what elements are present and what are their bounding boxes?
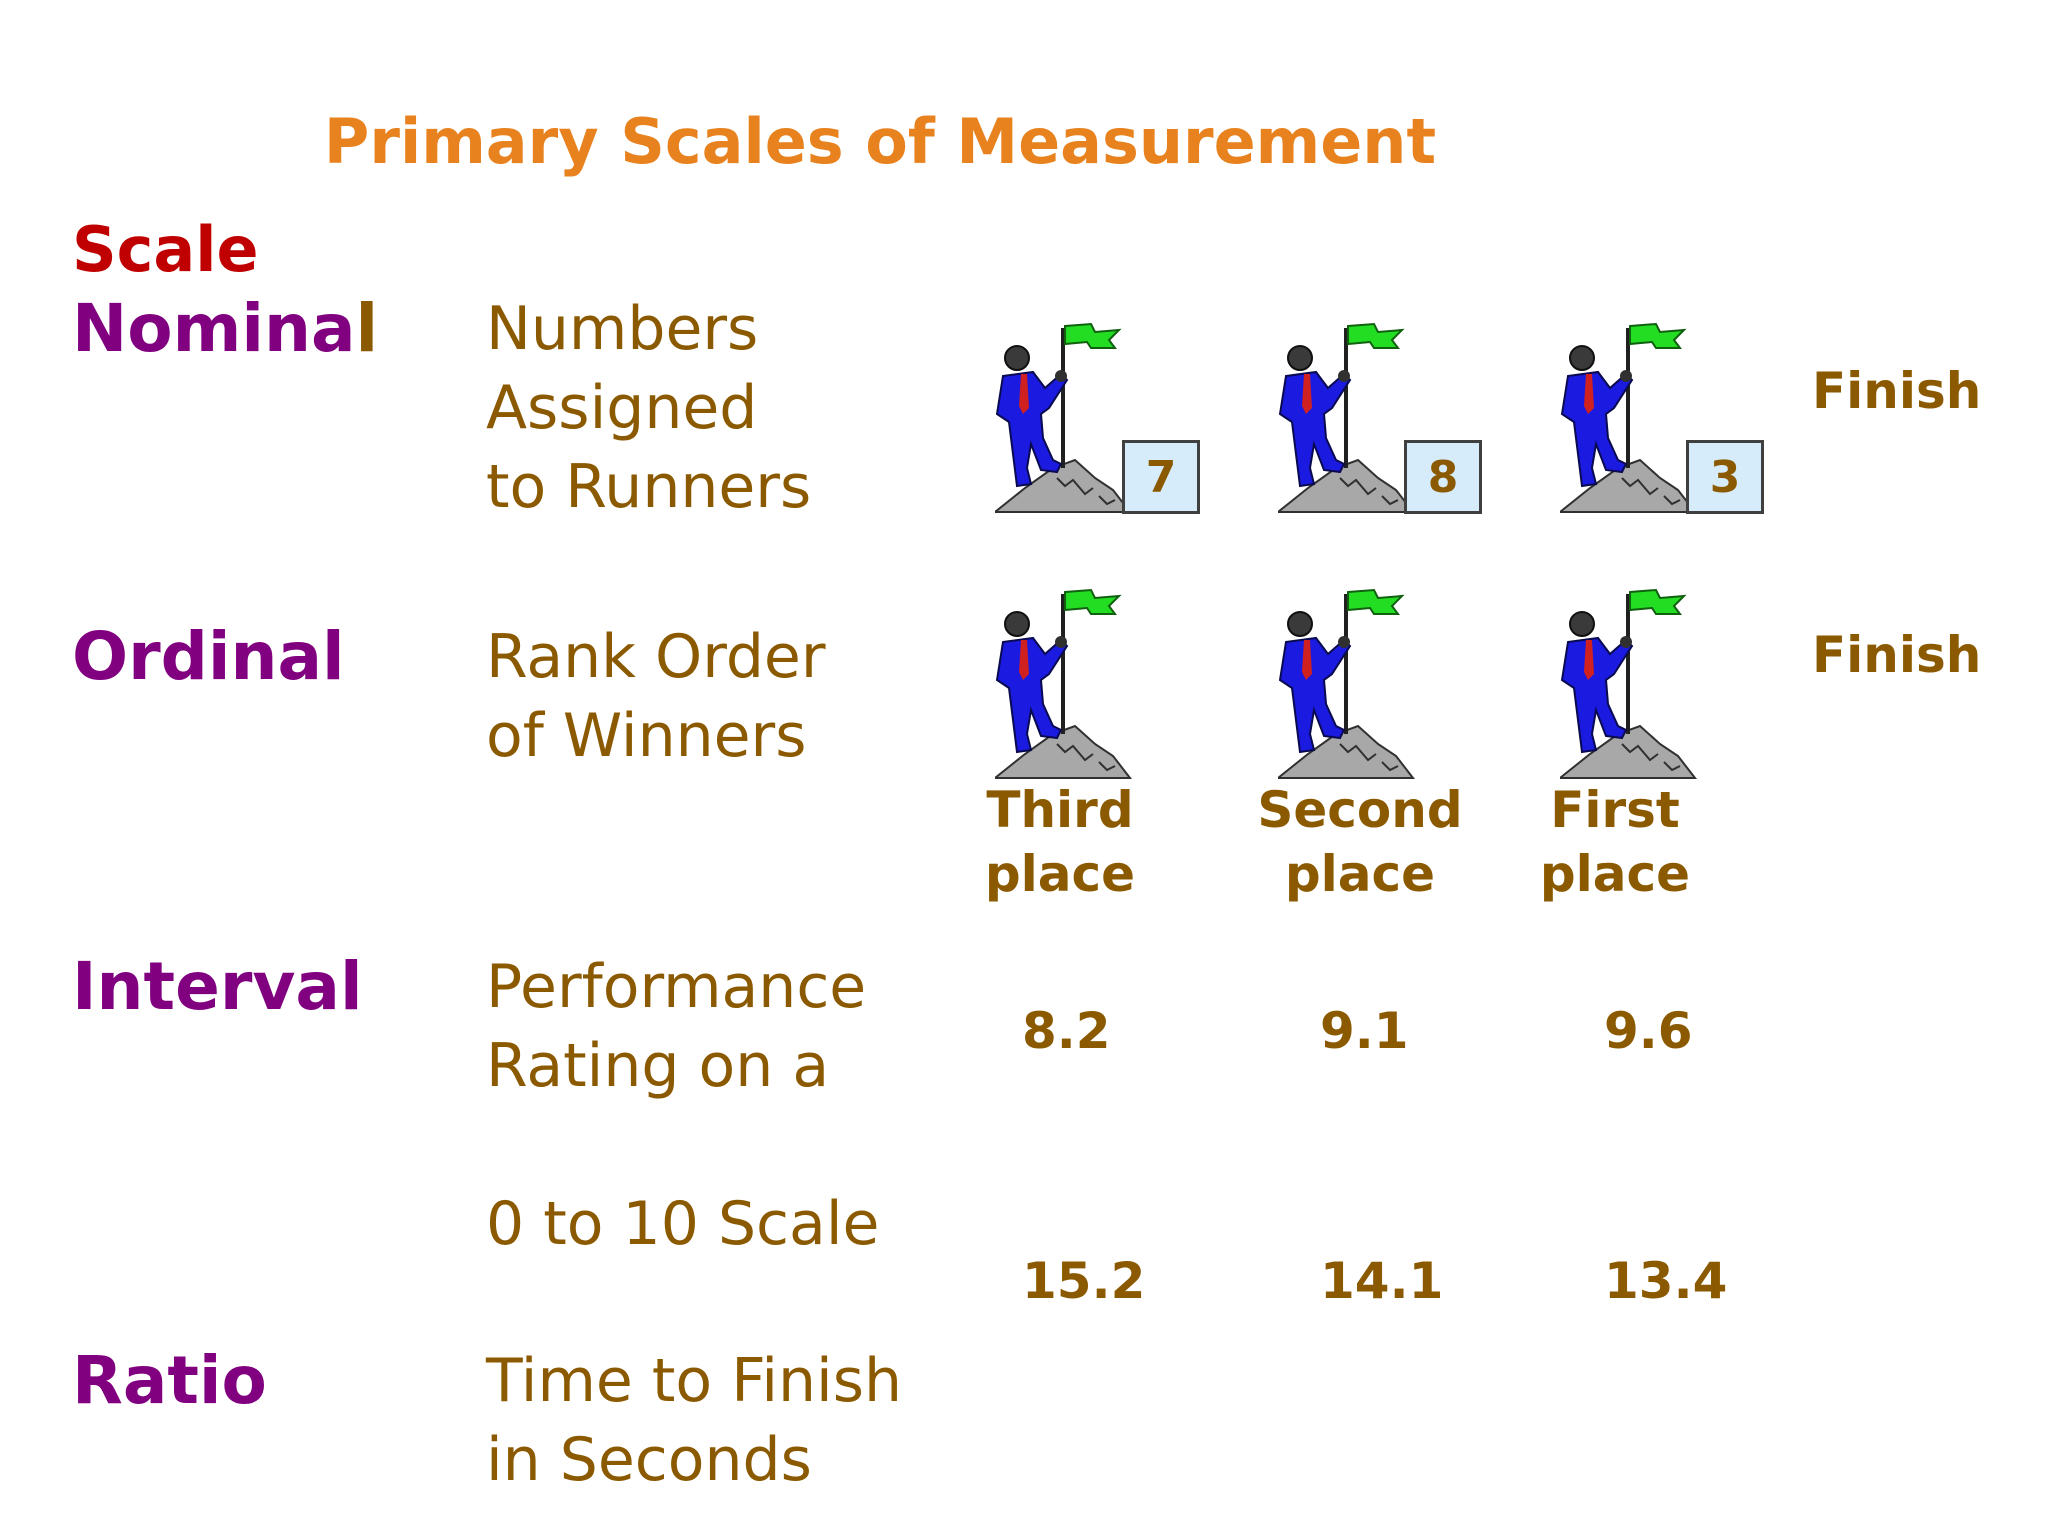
- scale-name-ratio: Ratio: [72, 1342, 267, 1419]
- ordinal-desc-line: of Winners: [486, 701, 807, 771]
- interval-desc-line: [486, 1106, 879, 1185]
- nominal-name-tail: l: [355, 290, 379, 367]
- ordinal-description: Rank Order of Winners: [486, 618, 826, 776]
- finish-label: Finish: [1812, 626, 1982, 684]
- scale-heading: Scale: [72, 213, 259, 286]
- place-label-line: place: [1284, 845, 1436, 903]
- place-label-first: First place: [1505, 778, 1725, 906]
- scale-name-interval: Interval: [72, 948, 363, 1025]
- interval-desc-line: 0 to 10 Scale: [486, 1189, 880, 1259]
- place-label-line: place: [1539, 845, 1691, 903]
- interval-value: 9.1: [1320, 1002, 1409, 1060]
- runner-with-flag-icon: [995, 588, 1132, 780]
- page-title: Primary Scales of Measurement: [323, 105, 1437, 178]
- place-label-line: Third: [986, 781, 1134, 839]
- place-label-third: Third place: [950, 778, 1170, 906]
- ratio-desc-line: in Seconds: [486, 1425, 812, 1495]
- interval-description: Performance Rating on a 0 to 10 Scale: [486, 948, 879, 1264]
- place-label-line: Second: [1257, 781, 1463, 839]
- scale-name-nominal: Nominal: [72, 290, 378, 367]
- interval-value: 9.6: [1604, 1002, 1693, 1060]
- scale-name-ordinal: Ordinal: [72, 618, 345, 695]
- finish-label: Finish: [1812, 362, 1982, 420]
- place-label-line: place: [984, 845, 1136, 903]
- ordinal-desc-line: Rank Order: [486, 622, 826, 692]
- interval-desc-line: Performance: [486, 952, 867, 1022]
- nominal-desc-line: Numbers: [486, 294, 759, 364]
- nominal-desc-line: Assigned: [486, 373, 758, 443]
- runner-number-bib: 7: [1122, 440, 1200, 514]
- runner-with-flag-icon: [995, 322, 1132, 514]
- interval-value: 8.2: [1022, 1002, 1111, 1060]
- interval-desc-line: Rating on a: [486, 1031, 830, 1101]
- ratio-value: 13.4: [1604, 1252, 1728, 1310]
- nominal-name-main: Nomina: [72, 290, 356, 367]
- runner-with-flag-icon: [1278, 588, 1415, 780]
- runner-with-flag-icon: [1278, 322, 1415, 514]
- nominal-desc-line: to Runners: [486, 452, 812, 522]
- place-label-line: First: [1550, 781, 1680, 839]
- ratio-value: 15.2: [1022, 1252, 1146, 1310]
- ratio-desc-line: Time to Finish: [486, 1346, 903, 1416]
- runner-with-flag-icon: [1560, 322, 1697, 514]
- runner-number-bib: 3: [1686, 440, 1764, 514]
- ratio-description: Time to Finish in Seconds: [486, 1342, 902, 1500]
- place-label-second: Second place: [1250, 778, 1470, 906]
- nominal-description: Numbers Assigned to Runners: [486, 290, 811, 527]
- runner-with-flag-icon: [1560, 588, 1697, 780]
- runner-number-bib: 8: [1404, 440, 1482, 514]
- ratio-value: 14.1: [1320, 1252, 1444, 1310]
